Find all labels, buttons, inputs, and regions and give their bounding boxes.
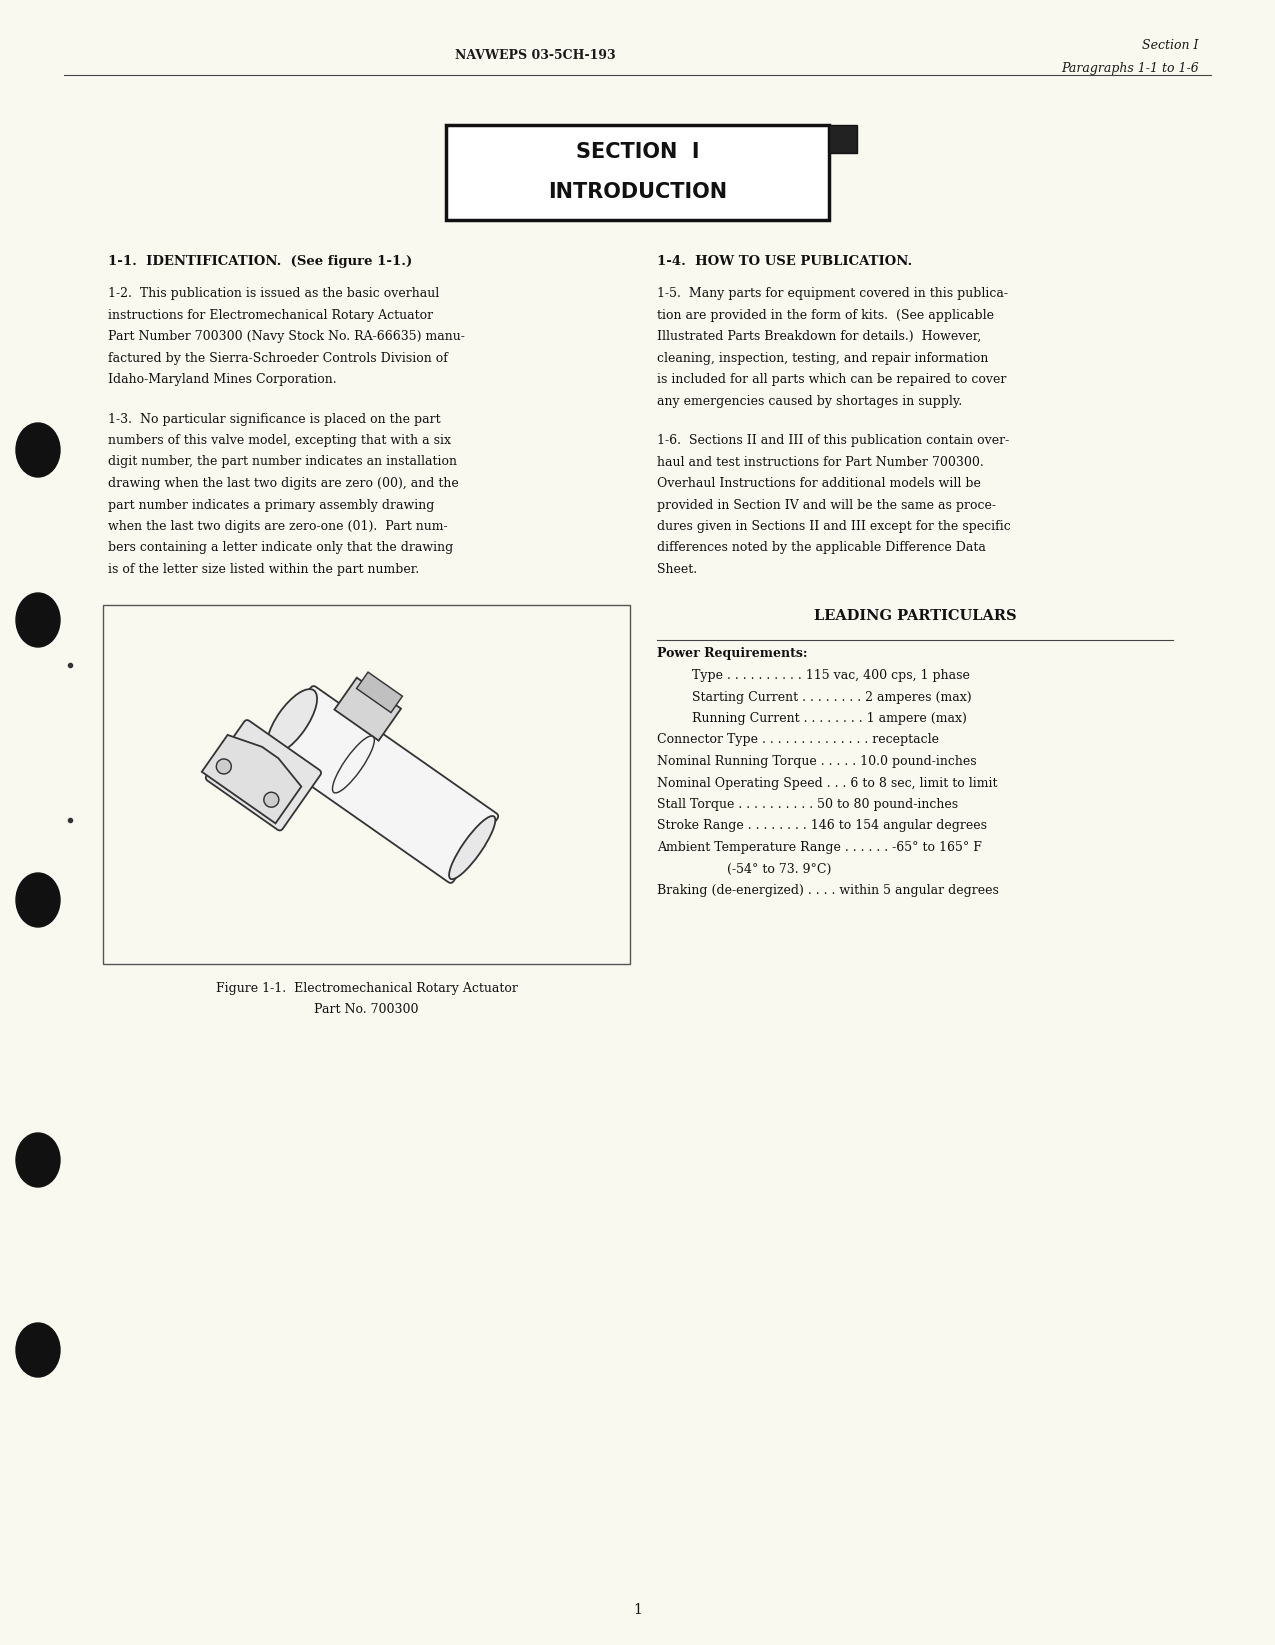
Text: is of the letter size listed within the part number.: is of the letter size listed within the …: [108, 563, 419, 576]
Polygon shape: [201, 735, 301, 824]
Text: Figure 1-1.  Electromechanical Rotary Actuator: Figure 1-1. Electromechanical Rotary Act…: [215, 982, 518, 995]
Text: when the last two digits are zero-one (01).  Part num-: when the last two digits are zero-one (0…: [108, 520, 448, 533]
Text: cleaning, inspection, testing, and repair information: cleaning, inspection, testing, and repai…: [657, 352, 988, 365]
Text: Braking (de-energized) . . . . within 5 angular degrees: Braking (de-energized) . . . . within 5 …: [657, 883, 998, 897]
Ellipse shape: [449, 816, 496, 878]
FancyBboxPatch shape: [334, 678, 402, 740]
Text: 1-2.  This publication is issued as the basic overhaul: 1-2. This publication is issued as the b…: [108, 286, 440, 299]
Ellipse shape: [17, 423, 60, 477]
Text: 1-5.  Many parts for equipment covered in this publica-: 1-5. Many parts for equipment covered in…: [657, 286, 1007, 299]
Text: Overhaul Instructions for additional models will be: Overhaul Instructions for additional mod…: [657, 477, 980, 490]
Text: Sheet.: Sheet.: [657, 563, 696, 576]
Text: Nominal Operating Speed . . . 6 to 8 sec, limit to limit: Nominal Operating Speed . . . 6 to 8 sec…: [657, 776, 997, 790]
Text: Running Current . . . . . . . . 1 ampere (max): Running Current . . . . . . . . 1 ampere…: [691, 712, 966, 725]
Text: numbers of this valve model, excepting that with a six: numbers of this valve model, excepting t…: [108, 434, 451, 447]
Text: 1: 1: [634, 1602, 641, 1617]
Text: SECTION  I: SECTION I: [576, 141, 699, 161]
Text: Power Requirements:: Power Requirements:: [657, 648, 807, 661]
Text: 1-1.  IDENTIFICATION.  (See figure 1-1.): 1-1. IDENTIFICATION. (See figure 1-1.): [108, 255, 413, 268]
Text: bers containing a letter indicate only that the drawing: bers containing a letter indicate only t…: [108, 541, 454, 554]
Text: instructions for Electromechanical Rotary Actuator: instructions for Electromechanical Rotar…: [108, 309, 434, 321]
Text: haul and test instructions for Part Number 700300.: haul and test instructions for Part Numb…: [657, 456, 983, 469]
Text: drawing when the last two digits are zero (00), and the: drawing when the last two digits are zer…: [108, 477, 459, 490]
Text: any emergencies caused by shortages in supply.: any emergencies caused by shortages in s…: [657, 395, 961, 408]
Text: differences noted by the applicable Difference Data: differences noted by the applicable Diff…: [657, 541, 986, 554]
Text: Stroke Range . . . . . . . . 146 to 154 angular degrees: Stroke Range . . . . . . . . 146 to 154 …: [657, 819, 987, 832]
Text: Connector Type . . . . . . . . . . . . . . receptacle: Connector Type . . . . . . . . . . . . .…: [657, 734, 938, 747]
Text: Ambient Temperature Range . . . . . . -65° to 165° F: Ambient Temperature Range . . . . . . -6…: [657, 841, 982, 854]
Text: 1-6.  Sections II and III of this publication contain over-: 1-6. Sections II and III of this publica…: [657, 434, 1009, 447]
FancyBboxPatch shape: [266, 686, 499, 883]
Text: Nominal Running Torque . . . . . 10.0 pound-inches: Nominal Running Torque . . . . . 10.0 po…: [657, 755, 977, 768]
Text: LEADING PARTICULARS: LEADING PARTICULARS: [813, 610, 1016, 623]
Text: Paragraphs 1-1 to 1-6: Paragraphs 1-1 to 1-6: [1061, 61, 1198, 74]
Text: Starting Current . . . . . . . . 2 amperes (max): Starting Current . . . . . . . . 2 amper…: [691, 691, 972, 704]
Ellipse shape: [17, 873, 60, 928]
Ellipse shape: [217, 758, 231, 773]
Text: digit number, the part number indicates an installation: digit number, the part number indicates …: [108, 456, 458, 469]
Text: provided in Section IV and will be the same as proce-: provided in Section IV and will be the s…: [657, 498, 996, 512]
FancyBboxPatch shape: [446, 125, 829, 220]
Text: Part No. 700300: Part No. 700300: [315, 1003, 418, 1017]
Text: (-54° to 73. 9°C): (-54° to 73. 9°C): [727, 862, 831, 875]
Ellipse shape: [17, 1323, 60, 1377]
Text: Stall Torque . . . . . . . . . . 50 to 80 pound-inches: Stall Torque . . . . . . . . . . 50 to 8…: [657, 798, 958, 811]
Text: dures given in Sections II and III except for the specific: dures given in Sections II and III excep…: [657, 520, 1010, 533]
Text: is included for all parts which can be repaired to cover: is included for all parts which can be r…: [657, 373, 1006, 387]
Text: 1-4.  HOW TO USE PUBLICATION.: 1-4. HOW TO USE PUBLICATION.: [657, 255, 912, 268]
Ellipse shape: [17, 592, 60, 646]
Polygon shape: [829, 125, 857, 153]
Ellipse shape: [264, 793, 279, 808]
Text: Section I: Section I: [1142, 38, 1198, 51]
Text: NAVWEPS 03-5CH-193: NAVWEPS 03-5CH-193: [455, 48, 616, 61]
Text: Illustrated Parts Breakdown for details.)  However,: Illustrated Parts Breakdown for details.…: [657, 331, 980, 344]
FancyBboxPatch shape: [103, 604, 630, 964]
FancyBboxPatch shape: [205, 721, 321, 831]
FancyBboxPatch shape: [357, 673, 403, 712]
Text: INTRODUCTION: INTRODUCTION: [548, 181, 727, 201]
Text: Idaho-Maryland Mines Corporation.: Idaho-Maryland Mines Corporation.: [108, 373, 337, 387]
Text: part number indicates a primary assembly drawing: part number indicates a primary assembly…: [108, 498, 435, 512]
Text: factured by the Sierra-Schroeder Controls Division of: factured by the Sierra-Schroeder Control…: [108, 352, 449, 365]
Text: Type . . . . . . . . . . 115 vac, 400 cps, 1 phase: Type . . . . . . . . . . 115 vac, 400 cp…: [691, 670, 969, 683]
Text: Part Number 700300 (Navy Stock No. RA-66635) manu-: Part Number 700300 (Navy Stock No. RA-66…: [108, 331, 465, 344]
Ellipse shape: [17, 1133, 60, 1188]
Text: 1-3.  No particular significance is placed on the part: 1-3. No particular significance is place…: [108, 413, 441, 426]
Text: tion are provided in the form of kits.  (See applicable: tion are provided in the form of kits. (…: [657, 309, 993, 321]
Ellipse shape: [266, 689, 317, 753]
